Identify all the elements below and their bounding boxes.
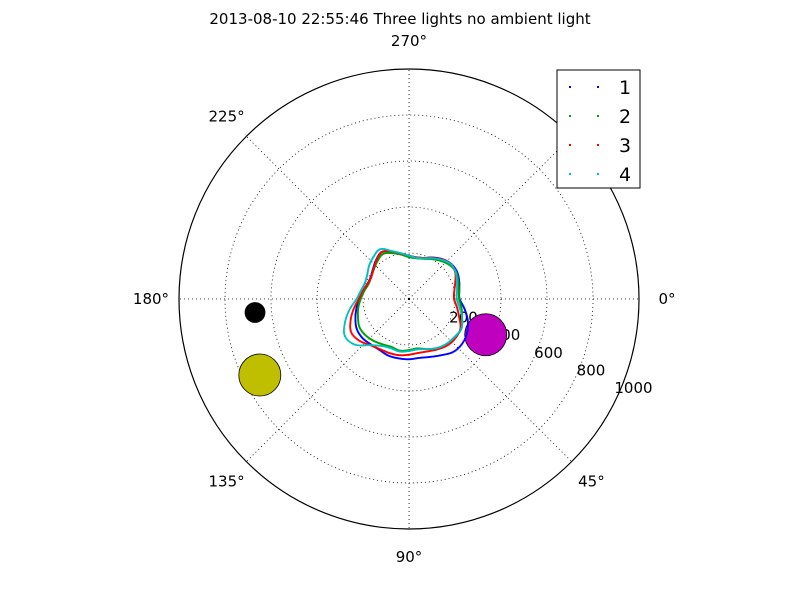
legend-marker [597, 115, 599, 117]
legend-marker [569, 86, 571, 88]
series-point [361, 345, 363, 347]
series-point [456, 297, 458, 299]
theta-tick-label: 135° [208, 472, 244, 490]
legend-marker [569, 173, 571, 175]
theta-tick-label: 0° [658, 290, 675, 308]
theta-tick-label: 90° [396, 548, 423, 566]
series-point [343, 329, 345, 331]
legend-marker [597, 86, 599, 88]
series-point [363, 345, 365, 347]
legend: 1 2 3 4 [557, 70, 640, 188]
light-source-marker [239, 354, 281, 396]
series-point [343, 331, 345, 333]
series-point [368, 344, 370, 346]
theta-tick-label: 225° [208, 108, 244, 126]
series-point [343, 326, 345, 328]
origin-point [408, 298, 410, 300]
series-point [359, 345, 361, 347]
legend-marker [569, 144, 571, 146]
legend-marker [597, 144, 599, 146]
legend-marker [569, 115, 571, 117]
series-point [369, 344, 371, 346]
chart-title: 2013-08-10 22:55:46 Three lights no ambi… [209, 10, 590, 28]
theta-tick-label: 180° [133, 290, 169, 308]
series-point [458, 297, 460, 299]
theta-tick-label: 270° [391, 32, 427, 50]
r-tick-label: 600 [534, 344, 563, 362]
series-point [453, 297, 455, 299]
light-source-marker [245, 302, 265, 322]
series-point [344, 324, 346, 326]
legend-label: 2 [619, 106, 631, 128]
series-point [355, 344, 357, 346]
series-point [343, 328, 345, 330]
series-point [364, 344, 366, 346]
legend-marker [597, 173, 599, 175]
light-source-marker [465, 314, 507, 356]
r-tick-label: 1000 [614, 379, 652, 397]
theta-tick-label: 45° [578, 472, 605, 490]
series-point [366, 344, 368, 346]
legend-label: 3 [619, 135, 631, 157]
legend-label: 1 [619, 77, 631, 99]
r-tick-label: 800 [577, 361, 606, 379]
legend-label: 4 [619, 164, 631, 186]
series-point [357, 344, 359, 346]
